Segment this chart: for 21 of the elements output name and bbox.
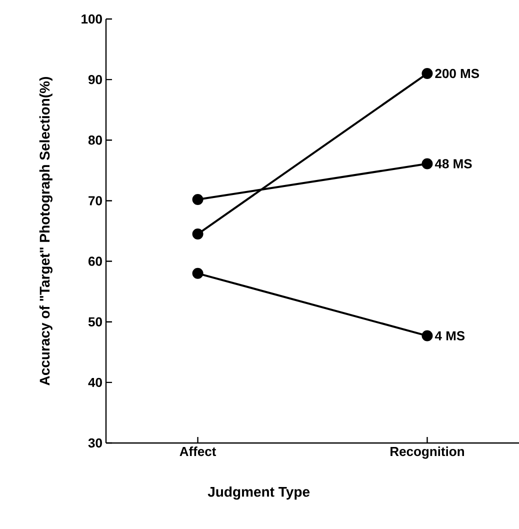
y-tick-label: 80	[88, 136, 102, 145]
y-tick-label: 60	[88, 256, 102, 266]
y-tick-label: 100	[82, 14, 102, 24]
y-tick-label: 30	[88, 438, 102, 448]
x-axis-title: Judgment Type	[208, 486, 310, 500]
point	[422, 68, 433, 80]
series-label: 4 MS	[434, 331, 465, 340]
point	[192, 194, 204, 206]
series-label: 200 MS	[435, 68, 480, 78]
y-tick-label: 50	[88, 317, 102, 326]
y-tick-label: 40	[88, 378, 102, 388]
point	[422, 158, 433, 170]
series-label: 48 MS	[434, 159, 472, 168]
y-tick-label: 90	[88, 74, 102, 84]
point	[192, 268, 204, 279]
x-tick-label: Recognition	[390, 446, 464, 459]
point	[422, 330, 433, 342]
point	[192, 228, 204, 240]
x-tick-label: Affect	[180, 446, 216, 456]
y-tick-label: 70	[88, 196, 102, 206]
y-axis-title: Accuracy of "Target" Photograph Selection(%)	[39, 77, 52, 386]
